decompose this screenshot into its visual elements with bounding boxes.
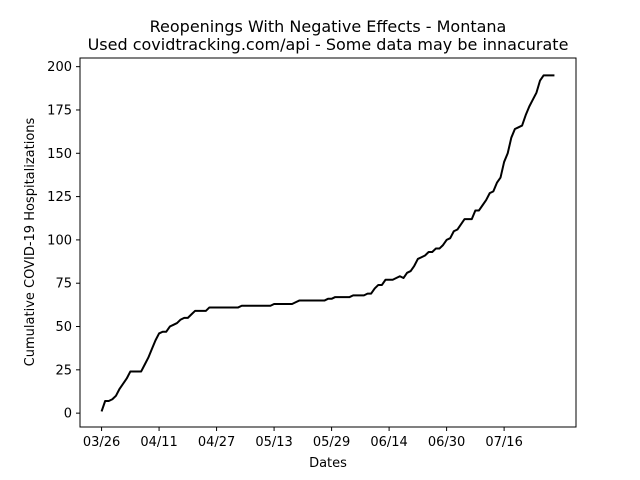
x-axis: 03/26 04/11 04/27 05/13 05/29 06/14 06/30 07/16 bbox=[83, 427, 523, 450]
y-tick-label: 200 bbox=[47, 60, 72, 75]
chart-title: Reopenings With Negative Effects - Monta… bbox=[150, 17, 507, 36]
x-axis-label: Dates bbox=[309, 456, 347, 471]
y-tick-label: 100 bbox=[47, 233, 72, 248]
y-tick-label: 150 bbox=[47, 147, 72, 162]
x-tick-label: 03/26 bbox=[83, 435, 120, 450]
hospitalizations-line bbox=[100, 74, 555, 412]
plot-frame bbox=[79, 57, 577, 428]
x-tick-label: 05/29 bbox=[313, 435, 350, 450]
x-tick-label: 05/13 bbox=[255, 435, 292, 450]
y-axis-label: Cumulative COVID-19 Hospitalizations bbox=[23, 117, 38, 366]
y-tick-label: 125 bbox=[47, 190, 72, 205]
y-tick-label: 50 bbox=[55, 320, 72, 335]
x-tick-label: 04/11 bbox=[140, 435, 177, 450]
y-axis: 0 25 50 75 100 125 150 175 200 bbox=[47, 60, 80, 422]
x-tick-label: 04/27 bbox=[198, 435, 235, 450]
y-tick-label: 25 bbox=[55, 363, 72, 378]
y-tick-label: 0 bbox=[64, 407, 72, 422]
x-tick-label: 06/14 bbox=[370, 435, 407, 450]
chart-subtitle: Used covidtracking.com/api - Some data m… bbox=[88, 35, 569, 54]
y-tick-label: 175 bbox=[47, 103, 72, 118]
y-tick-label: 75 bbox=[55, 277, 72, 292]
x-tick-label: 06/30 bbox=[428, 435, 465, 450]
x-tick-label: 07/16 bbox=[485, 435, 522, 450]
